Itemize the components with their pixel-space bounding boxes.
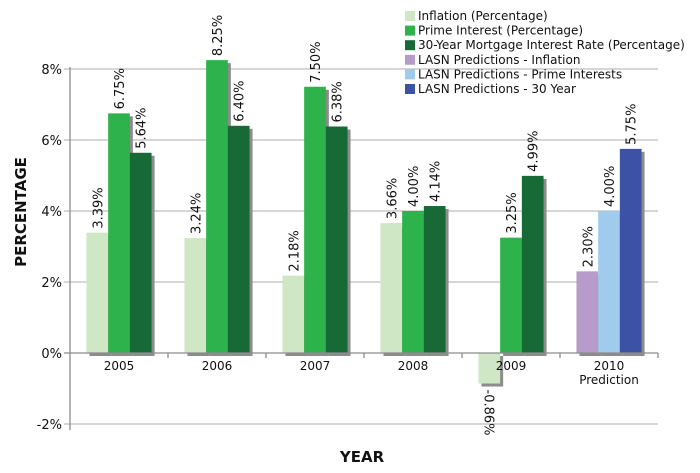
data-label: 8.25%	[211, 15, 226, 56]
bar	[423, 206, 446, 353]
x-tick-label: 2007	[300, 359, 331, 373]
legend-label: Prime Interest (Percentage)	[418, 24, 583, 38]
bar	[304, 86, 326, 353]
legend-swatch	[405, 54, 415, 65]
x-tick-label: 2008	[398, 359, 429, 373]
data-label: 4.14%	[429, 161, 444, 202]
bars	[86, 60, 645, 387]
legend-label: LASN Predictions - 30 Year	[418, 82, 576, 96]
axes	[64, 67, 659, 430]
bar	[282, 275, 305, 353]
gridlines	[64, 68, 658, 425]
legend-swatch	[405, 11, 415, 21]
data-label: 2.18%	[287, 230, 302, 271]
legend-swatch	[405, 84, 415, 94]
bar	[500, 237, 522, 353]
legend-label: Inflation (Percentage)	[418, 9, 548, 23]
bar	[619, 148, 642, 353]
bar	[576, 271, 599, 353]
y-axis-title: PERCENTAGE	[12, 157, 30, 267]
data-label: 3.66%	[385, 178, 400, 219]
data-label: 5.64%	[135, 107, 150, 148]
data-label: 6.38%	[331, 81, 346, 122]
bar	[402, 211, 424, 353]
data-label: 4.00%	[603, 166, 618, 207]
data-label: 7.50%	[309, 41, 324, 82]
data-label: 3.39%	[91, 187, 106, 228]
y-tick-label: 4%	[41, 205, 62, 220]
y-tick-label: 6%	[41, 134, 62, 149]
data-label: 6.75%	[113, 68, 128, 109]
data-label: 2.30%	[581, 226, 596, 267]
bar	[86, 232, 109, 353]
x-tick-label-line2: Prediction	[579, 373, 639, 387]
bar	[227, 125, 250, 353]
x-tick-label: 2010	[594, 359, 625, 373]
legend-swatch	[405, 40, 415, 51]
data-label: 3.25%	[505, 192, 520, 233]
bar	[184, 237, 207, 353]
data-label: -0.86%	[480, 390, 495, 436]
data-label: 4.99%	[527, 131, 542, 172]
data-label: 4.00%	[407, 166, 422, 207]
x-tick-label: 2006	[202, 359, 233, 373]
data-label: 3.24%	[189, 193, 204, 234]
bar	[129, 152, 152, 353]
y-tick-labels: -2% 0% 2% 4% 6% 8%	[37, 63, 62, 433]
y-tick-label: 2%	[41, 276, 62, 291]
data-label: 6.40%	[233, 80, 248, 121]
bar	[380, 223, 403, 353]
legend-swatch	[405, 25, 415, 36]
y-tick-label: 0%	[41, 347, 62, 362]
legend-label: LASN Predictions - Prime Interests	[418, 67, 622, 81]
y-tick-label: 8%	[41, 63, 62, 78]
legend-label: LASN Predictions - Inflation	[418, 53, 580, 67]
legend: Inflation (Percentage)Prime Interest (Pe…	[405, 9, 685, 96]
bar	[478, 353, 501, 384]
data-label: 5.75%	[625, 104, 640, 145]
bar	[108, 113, 130, 353]
bar	[521, 175, 544, 353]
x-tick-label: 2009	[496, 359, 527, 373]
data-labels: 3.39% 3.24% 2.18% 3.66% -0.86% 6.75% 8.25% 7.50…	[91, 15, 639, 436]
x-axis-title: YEAR	[339, 448, 385, 466]
bar	[598, 211, 620, 353]
legend-label: 30-Year Mortgage Interest Rate (Percenta…	[418, 38, 685, 52]
bar	[206, 60, 228, 353]
x-tick-label: 2005	[104, 359, 135, 373]
bar	[325, 126, 348, 353]
y-tick-label: -2%	[37, 418, 62, 433]
legend-swatch	[405, 69, 415, 80]
